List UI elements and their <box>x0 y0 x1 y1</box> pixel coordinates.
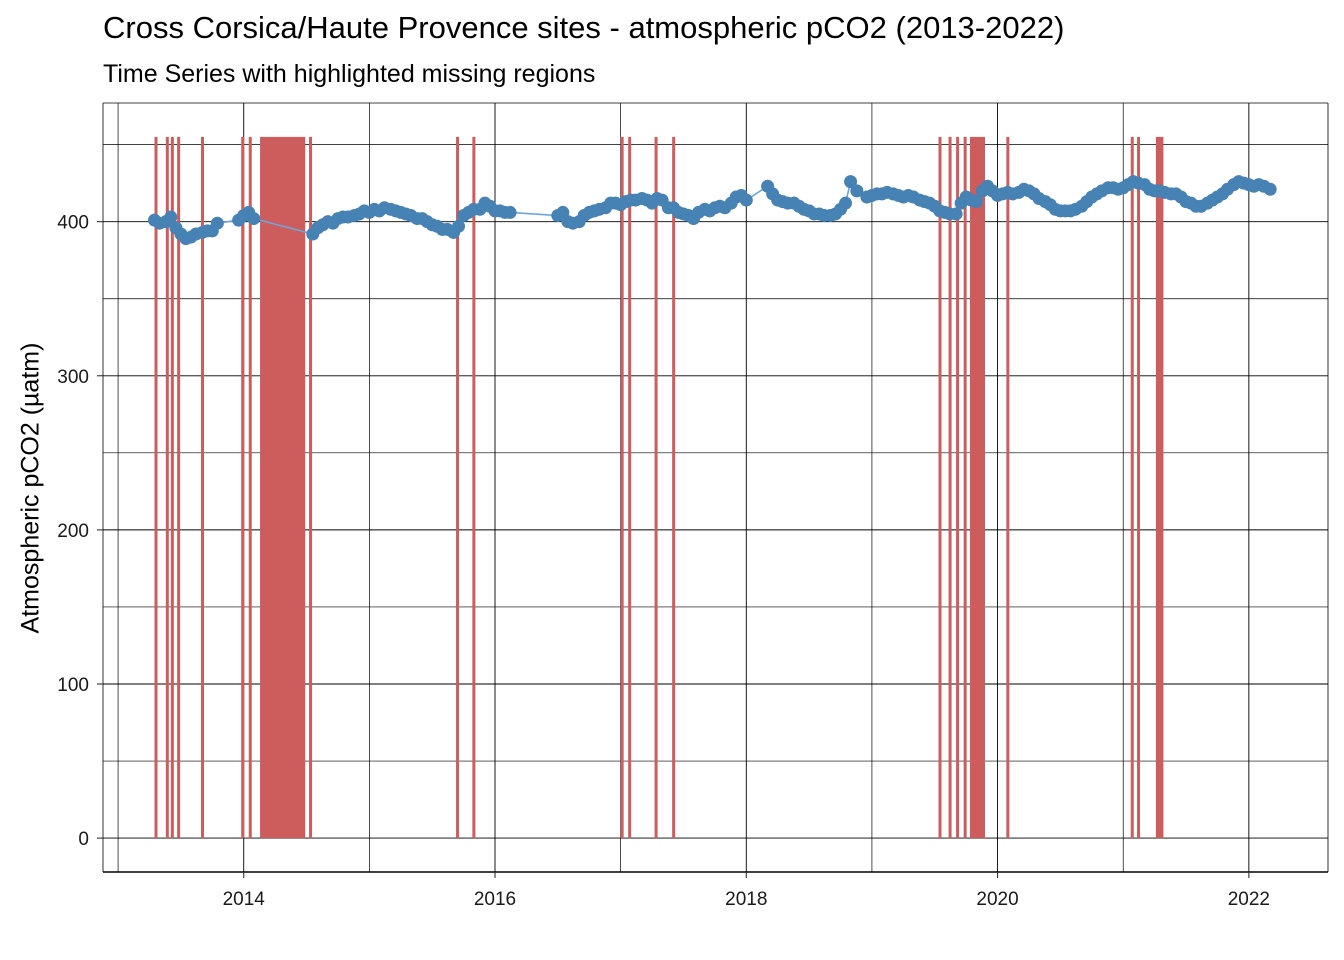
missing-region <box>620 136 624 839</box>
data-point <box>1263 182 1277 196</box>
missing-region <box>154 136 158 839</box>
missing-region <box>969 136 985 839</box>
chart-title: Cross Corsica/Haute Provence sites - atm… <box>103 10 1065 45</box>
missing-region <box>165 136 169 839</box>
data-point <box>503 205 517 219</box>
x-tick-label: 2016 <box>474 889 516 910</box>
missing-region <box>201 136 204 839</box>
missing-region <box>938 136 942 839</box>
data-point <box>164 210 178 224</box>
axes <box>97 102 1329 878</box>
missing-region <box>260 136 306 839</box>
missing-region <box>672 136 676 839</box>
chart-subtitle: Time Series with highlighted missing reg… <box>103 60 596 88</box>
data-point <box>739 193 753 207</box>
data-point <box>850 184 864 198</box>
data-point <box>247 212 261 226</box>
x-tick-label: 2014 <box>223 889 266 910</box>
missing-region <box>170 136 174 839</box>
x-tick-label: 2018 <box>725 889 767 910</box>
y-tick-label: 300 <box>57 367 89 388</box>
missing-region <box>628 136 632 839</box>
data-point <box>844 175 858 189</box>
data-point <box>969 195 983 209</box>
data-point <box>210 216 224 230</box>
missing-region <box>654 136 658 839</box>
missing-region <box>309 136 313 839</box>
missing-region <box>1006 136 1010 839</box>
y-tick-label: 400 <box>57 213 89 234</box>
missing-region <box>1155 136 1164 839</box>
missing-region <box>177 136 181 839</box>
missing-region <box>963 136 967 839</box>
data-point <box>839 196 853 210</box>
missing-regions <box>154 136 1164 839</box>
x-tick-label: 2020 <box>976 889 1018 910</box>
missing-region <box>248 136 252 839</box>
missing-region <box>956 136 960 839</box>
missing-region <box>1130 136 1134 839</box>
missing-region <box>241 136 245 839</box>
missing-region <box>456 136 460 839</box>
x-tick-label: 2022 <box>1228 889 1270 910</box>
y-tick-label: 0 <box>78 829 89 850</box>
y-tick-labels: 0 100 200 300 400 <box>57 213 89 850</box>
data-point <box>949 207 963 221</box>
y-tick-label: 100 <box>57 675 89 696</box>
data-point <box>452 219 466 233</box>
missing-region <box>948 136 952 839</box>
x-tick-labels: 2014 2016 2018 2020 2022 <box>223 889 1270 910</box>
missing-region <box>472 136 476 839</box>
series-points <box>148 175 1277 246</box>
y-tick-label: 200 <box>57 521 89 542</box>
missing-region <box>1137 136 1141 839</box>
